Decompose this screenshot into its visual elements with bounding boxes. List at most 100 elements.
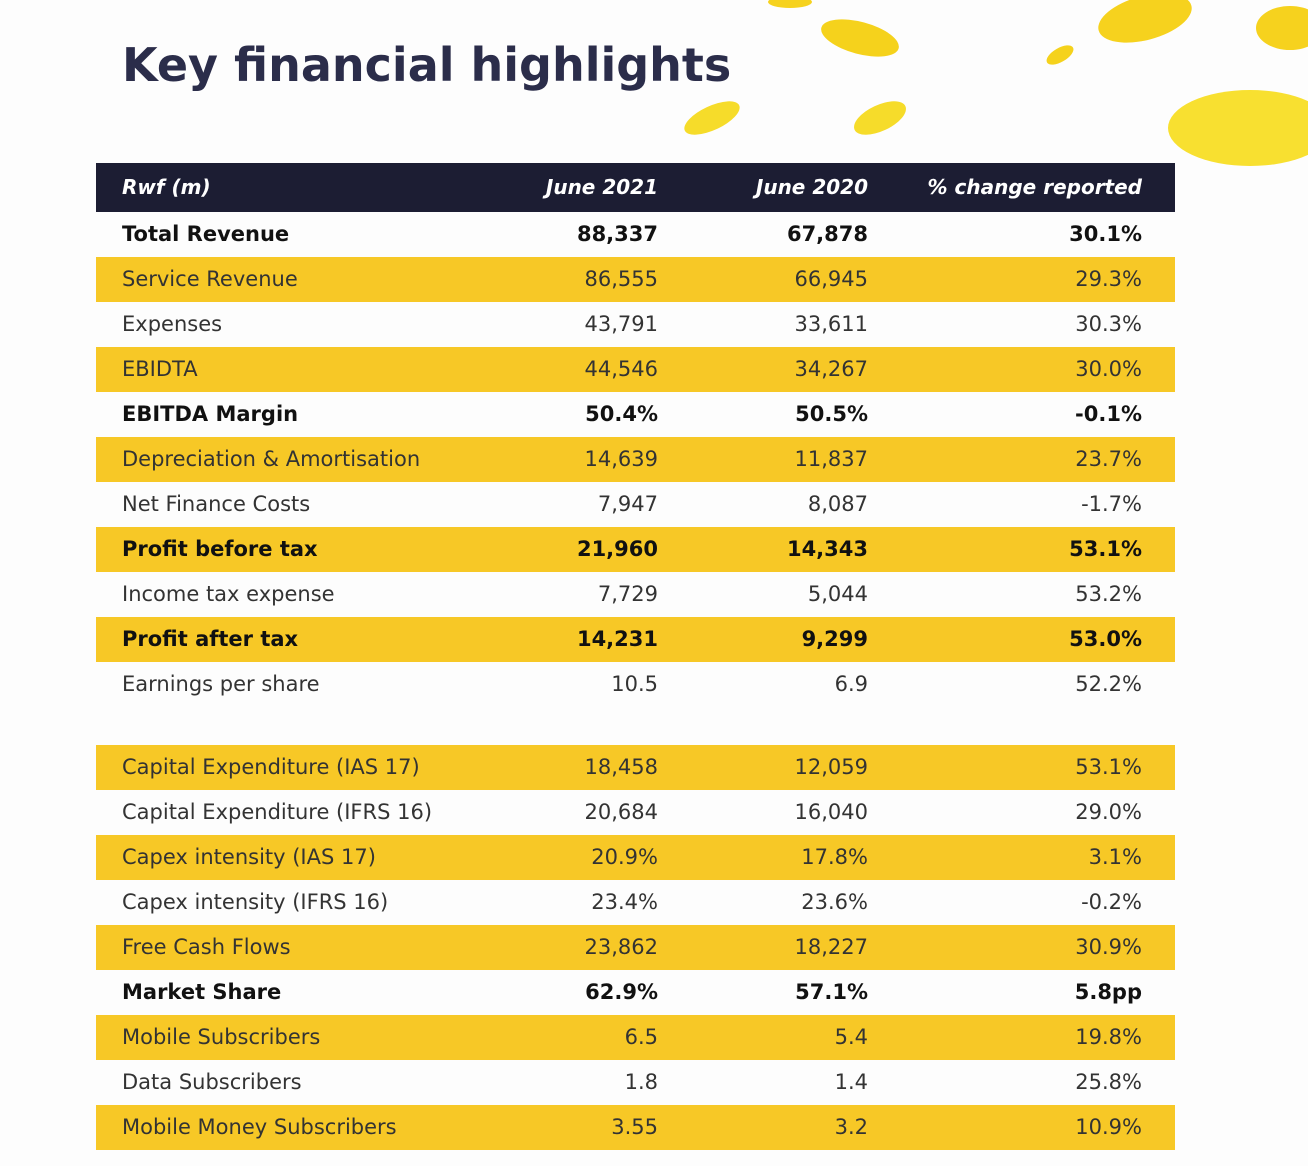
table-row: EBIDTA 44,546 34,267 30.0% <box>96 347 1175 392</box>
row-label: Capex intensity (IAS 17) <box>122 845 376 869</box>
table-row: Profit before tax 21,960 14,343 53.1% <box>96 527 1175 572</box>
value-cell: 3.55 <box>611 1115 658 1139</box>
value-cell: 18,458 <box>584 755 658 779</box>
value-cell: 11,837 <box>794 447 868 471</box>
value-cell: 20,684 <box>584 800 658 824</box>
value-cell: 5,044 <box>807 582 868 606</box>
decoration <box>684 0 1308 166</box>
value-cell: 66,945 <box>794 267 868 291</box>
value-cell: 9,299 <box>801 627 868 651</box>
value-cell: 18,227 <box>794 935 868 959</box>
value-cell: 14,343 <box>786 537 868 561</box>
table-row: Mobile Subscribers 6.5 5.4 19.8% <box>96 1015 1175 1060</box>
row-label: Mobile Subscribers <box>122 1025 321 1049</box>
table-row: Free Cash Flows 23,862 18,227 30.9% <box>96 925 1175 970</box>
header-row: Rwf (m) June 2021 June 2020 % change report… <box>96 163 1175 212</box>
value-cell: 12,059 <box>794 755 868 779</box>
title: Key financial highlights <box>122 38 732 92</box>
row-label: Income tax expense <box>122 582 335 606</box>
table-row: Profit after tax 14,231 9,299 53.0% <box>96 617 1175 662</box>
value-cell: 30.9% <box>1075 935 1142 959</box>
table-row: Total Revenue 88,337 67,878 30.1% <box>96 212 1175 257</box>
row-label: Free Cash Flows <box>122 935 291 959</box>
row-label: EBITDA Margin <box>122 402 299 426</box>
value-cell: 86,555 <box>584 267 658 291</box>
value-cell: 30.3% <box>1075 312 1142 336</box>
value-cell: -0.1% <box>1075 402 1142 426</box>
value-cell: 52.2% <box>1075 672 1142 696</box>
row-label: Total Revenue <box>122 222 290 246</box>
value-cell: 5.4 <box>834 1025 868 1049</box>
row-label: Capital Expenditure (IAS 17) <box>122 755 420 779</box>
table-row: Capex intensity (IFRS 16) 23.4% 23.6% -0.2% <box>96 880 1175 925</box>
value-cell: 23.7% <box>1075 447 1142 471</box>
value-cell: 50.5% <box>795 402 868 426</box>
row-label: Depreciation & Amortisation <box>122 447 421 471</box>
value-cell: 23,862 <box>584 935 658 959</box>
value-cell: % change reported <box>927 175 1142 199</box>
value-cell: 16,040 <box>794 800 868 824</box>
value-cell: 57.1% <box>795 980 868 1004</box>
row-label: Net Finance Costs <box>122 492 311 516</box>
value-cell: 6.5 <box>624 1025 658 1049</box>
value-cell: 17.8% <box>801 845 868 869</box>
value-cell: 43,791 <box>584 312 658 336</box>
table-row: Net Finance Costs 7,947 8,087 -1.7% <box>96 482 1175 527</box>
value-cell: 1.8 <box>624 1070 658 1094</box>
row-label: Mobile Money Subscribers <box>122 1115 397 1139</box>
value-cell: 23.6% <box>801 890 868 914</box>
spacer <box>96 707 1175 745</box>
value-cell: 19.8% <box>1075 1025 1142 1049</box>
table-row: Expenses 43,791 33,611 30.3% <box>96 302 1175 347</box>
value-cell: 3.2 <box>834 1115 868 1139</box>
value-cell: 7,947 <box>597 492 658 516</box>
value-cell: 53.1% <box>1069 537 1142 561</box>
value-cell: 10.5 <box>611 672 658 696</box>
row-label: EBIDTA <box>122 357 198 381</box>
value-cell: 34,267 <box>794 357 868 381</box>
value-cell: 88,337 <box>576 222 658 246</box>
table-row: Capex intensity (IAS 17) 20.9% 17.8% 3.1% <box>96 835 1175 880</box>
table-row: Market Share 62.9% 57.1% 5.8pp <box>96 970 1175 1015</box>
row-label: Service Revenue <box>122 267 298 291</box>
row-label: Profit after tax <box>122 627 299 651</box>
value-cell: 50.4% <box>585 402 658 426</box>
value-cell: 30.0% <box>1075 357 1142 381</box>
value-cell: 5.8pp <box>1074 980 1142 1004</box>
row-label: Rwf (m) <box>122 175 211 199</box>
value-cell: -0.2% <box>1081 890 1142 914</box>
value-cell: 3.1% <box>1088 845 1142 869</box>
row-label: Expenses <box>122 312 223 336</box>
table-row: Capital Expenditure (IAS 17) 18,458 12,059… <box>96 745 1175 790</box>
value-cell: June 2020 <box>755 175 868 199</box>
value-cell: 53.1% <box>1075 755 1142 779</box>
value-cell: 14,639 <box>584 447 658 471</box>
value-cell: 6.9 <box>834 672 868 696</box>
row-label: Profit before tax <box>122 537 318 561</box>
value-cell: 8,087 <box>807 492 868 516</box>
value-cell: 23.4% <box>591 890 658 914</box>
row-label: Earnings per share <box>122 672 320 696</box>
row-label: Market Share <box>122 980 282 1004</box>
table-row: EBITDA Margin 50.4% 50.5% -0.1% <box>96 392 1175 437</box>
value-cell: -1.7% <box>1081 492 1142 516</box>
row-label: Data Subscribers <box>122 1070 302 1094</box>
value-cell: 44,546 <box>584 357 658 381</box>
value-cell: 29.0% <box>1075 800 1142 824</box>
table: Rwf (m) June 2021 June 2020 % change report… <box>96 163 1175 1150</box>
value-cell: 7,729 <box>597 582 658 606</box>
row-label: Capital Expenditure (IFRS 16) <box>122 800 433 824</box>
value-cell: June 2021 <box>545 175 658 199</box>
value-cell: 21,960 <box>576 537 658 561</box>
row-label: Capex intensity (IFRS 16) <box>122 890 389 914</box>
value-cell: 67,878 <box>786 222 868 246</box>
table-row: Data Subscribers 1.8 1.4 25.8% <box>96 1060 1175 1105</box>
table-row: Mobile Money Subscribers 3.55 3.2 10.9% <box>96 1105 1175 1150</box>
value-cell: 14,231 <box>576 627 658 651</box>
value-cell: 53.2% <box>1075 582 1142 606</box>
value-cell: 33,611 <box>794 312 868 336</box>
table-row: Service Revenue 86,555 66,945 29.3% <box>96 257 1175 302</box>
table-row: Depreciation & Amortisation 14,639 11,837 2… <box>96 437 1175 482</box>
table-row: Earnings per share 10.5 6.9 52.2% <box>96 662 1175 707</box>
